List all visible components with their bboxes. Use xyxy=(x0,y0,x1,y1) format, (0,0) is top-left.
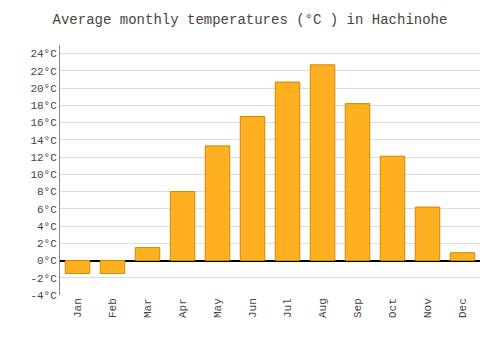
svg-text:Feb: Feb xyxy=(107,298,119,318)
svg-text:0°C: 0°C xyxy=(37,255,57,267)
svg-text:2°C: 2°C xyxy=(37,238,57,250)
svg-text:Jan: Jan xyxy=(72,298,84,318)
svg-text:6°C: 6°C xyxy=(37,204,57,216)
svg-text:16°C: 16°C xyxy=(30,117,57,129)
svg-text:-4°C: -4°C xyxy=(30,290,57,302)
svg-text:Mar: Mar xyxy=(142,298,154,318)
svg-text:May: May xyxy=(212,298,224,318)
svg-text:14°C: 14°C xyxy=(30,135,57,147)
svg-text:Apr: Apr xyxy=(177,298,189,318)
svg-text:Oct: Oct xyxy=(387,298,399,318)
svg-text:Jun: Jun xyxy=(247,298,259,318)
svg-text:Nov: Nov xyxy=(422,298,434,318)
svg-text:20°C: 20°C xyxy=(30,83,57,95)
svg-text:-2°C: -2°C xyxy=(30,273,57,285)
svg-text:Average monthly temperatures (: Average monthly temperatures (°C ) in Ha… xyxy=(53,12,448,28)
svg-text:Dec: Dec xyxy=(457,298,469,318)
svg-text:Aug: Aug xyxy=(317,298,329,318)
svg-text:10°C: 10°C xyxy=(30,169,57,181)
svg-text:4°C: 4°C xyxy=(37,221,57,233)
svg-text:Jul: Jul xyxy=(282,298,294,318)
svg-text:Sep: Sep xyxy=(352,298,364,318)
svg-text:22°C: 22°C xyxy=(30,66,57,78)
svg-text:8°C: 8°C xyxy=(37,186,57,198)
svg-text:12°C: 12°C xyxy=(30,152,57,164)
svg-text:24°C: 24°C xyxy=(30,48,57,60)
svg-text:18°C: 18°C xyxy=(30,100,57,112)
